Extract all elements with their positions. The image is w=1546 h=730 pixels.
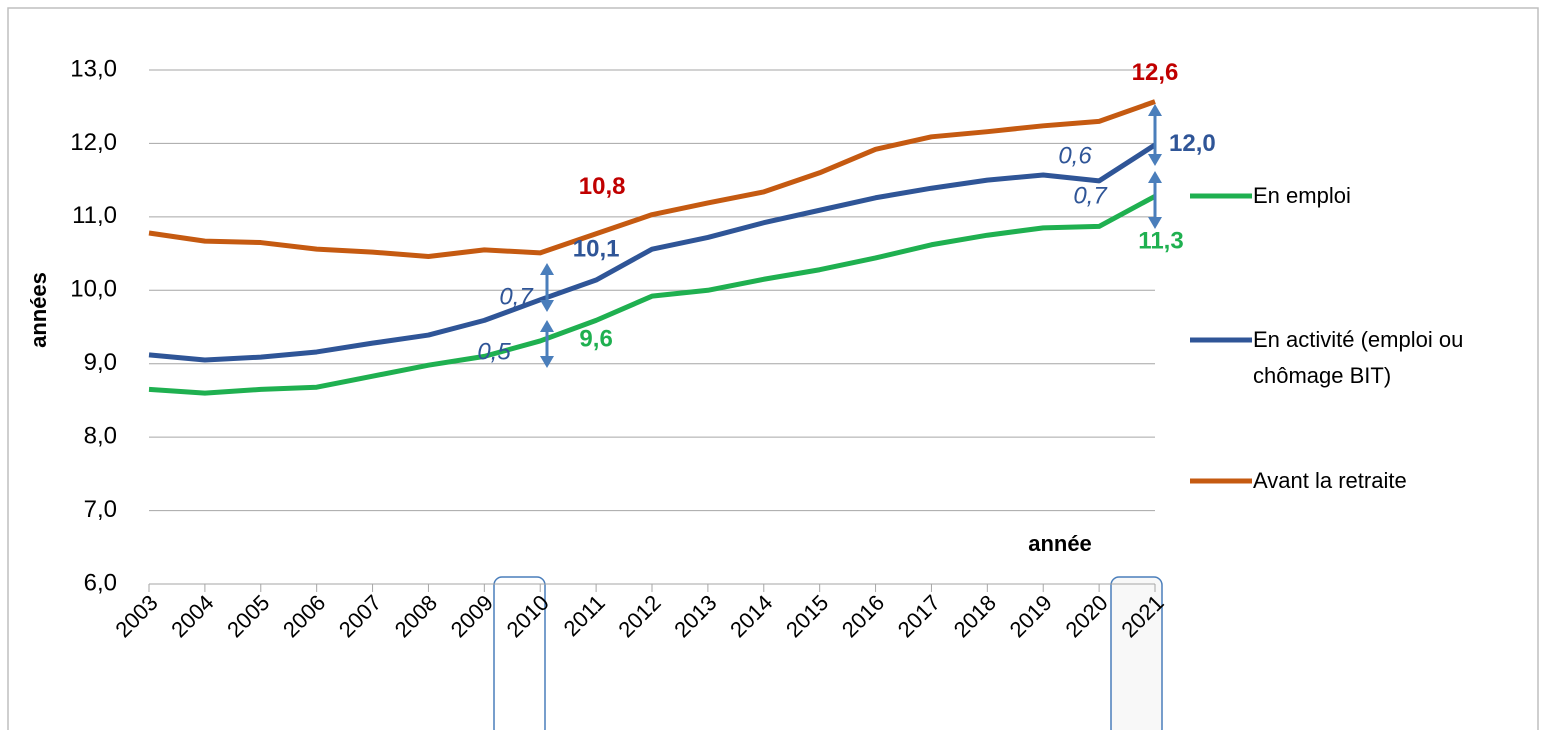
x-tick-label: 2016 <box>837 590 889 642</box>
chart-frame <box>7 7 1539 730</box>
y-tick-label: 11,0 <box>72 202 117 229</box>
arrow-head <box>540 300 554 312</box>
series-line <box>148 99 1156 260</box>
x-tick-label: 2007 <box>334 590 386 642</box>
data-label: 11,3 <box>1138 228 1183 255</box>
data-label: 10,1 <box>573 235 620 262</box>
x-tick-label: 2006 <box>278 590 330 642</box>
x-tick-label: 2015 <box>781 590 833 642</box>
y-tick-label: 10,0 <box>70 276 117 303</box>
gap-label: 0,6 <box>1058 142 1092 169</box>
y-tick-label: 8,0 <box>84 422 117 449</box>
legend-label: Avant la retraite <box>1253 468 1407 493</box>
x-axis-title: année <box>1028 531 1092 556</box>
y-tick-label: 7,0 <box>84 496 117 523</box>
x-tick-label: 2005 <box>222 590 274 642</box>
series-line <box>148 142 1157 363</box>
data-label: 9,6 <box>579 326 612 353</box>
x-tick-label: 2020 <box>1060 590 1112 642</box>
data-label: 10,8 <box>579 173 626 200</box>
x-tick-label: 2012 <box>613 590 665 642</box>
arrow-head <box>540 356 554 368</box>
highlight-box <box>493 576 546 730</box>
y-axis-title: années <box>26 272 51 348</box>
x-tick-label: 2011 <box>559 590 610 641</box>
x-tick-label: 2013 <box>669 590 721 642</box>
x-tick-label: 2014 <box>725 590 777 642</box>
x-tick-label: 2017 <box>893 590 945 642</box>
data-label: 12,6 <box>1132 59 1179 86</box>
arrow-head <box>1148 154 1162 166</box>
arrow-head <box>1148 217 1162 229</box>
y-tick-label: 12,0 <box>70 129 117 156</box>
x-tick-label: 2009 <box>446 590 498 642</box>
y-tick-label: 9,0 <box>84 349 117 376</box>
gap-label: 0,7 <box>1073 182 1108 209</box>
highlight-box <box>1110 576 1163 730</box>
series-line <box>148 194 1157 396</box>
x-tick-label: 2008 <box>390 590 442 642</box>
x-tick-label: 2004 <box>166 590 218 642</box>
arrow-head <box>1148 104 1162 116</box>
y-tick-label: 6,0 <box>84 569 117 596</box>
x-tick-label: 2010 <box>502 590 554 642</box>
gap-label: 0,5 <box>477 338 511 365</box>
arrow-head <box>540 263 554 275</box>
gap-label: 0,7 <box>499 283 534 310</box>
arrow-head <box>540 320 554 332</box>
data-label: 12,0 <box>1169 130 1216 157</box>
legend-label: En emploi <box>1253 183 1351 208</box>
y-tick-label: 13,0 <box>70 55 117 82</box>
x-tick-label: 2018 <box>949 590 1001 642</box>
x-tick-label: 2003 <box>110 590 162 642</box>
arrow-head <box>1148 171 1162 183</box>
legend-label: En activité (emploi ou chômage BIT) <box>1253 327 1464 388</box>
x-tick-label: 2019 <box>1005 590 1057 642</box>
